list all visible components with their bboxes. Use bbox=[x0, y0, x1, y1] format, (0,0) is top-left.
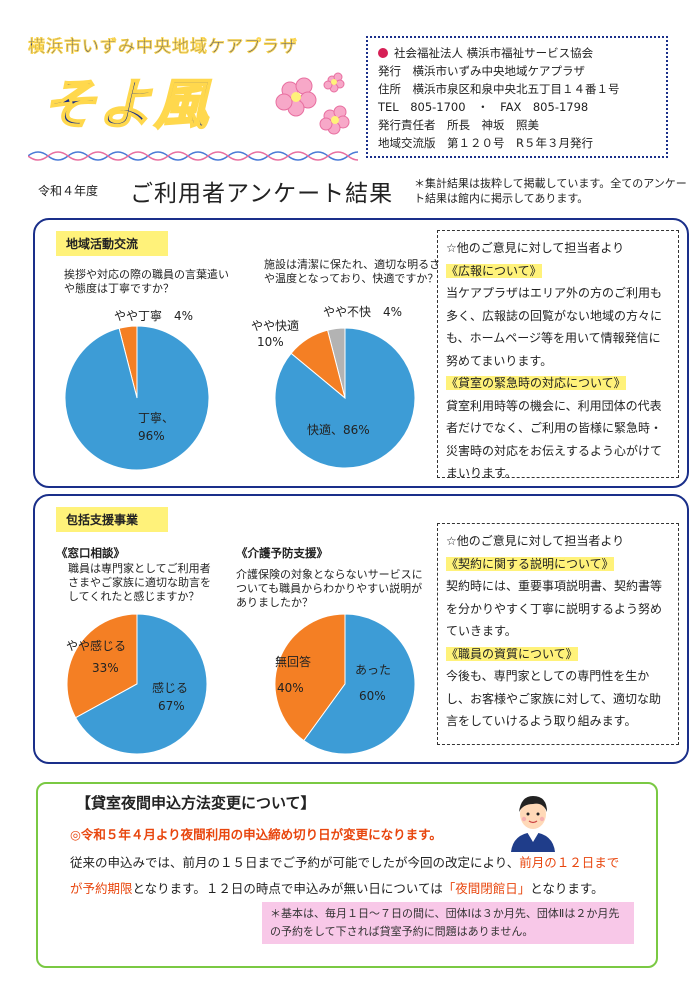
response-text: 貸室利用時等の機会に、利用団体の代表者だけでなく、ご利用の皆様に緊急時・災害時の… bbox=[446, 398, 663, 481]
survey-title: ご利用者アンケート結果 bbox=[130, 181, 394, 207]
org-name: 横浜市いずみ中央地域ケアプラザ bbox=[28, 37, 298, 57]
info-line: 発行責任者 所長 神坂 照美 bbox=[378, 118, 539, 132]
pie-label: 67% bbox=[158, 699, 185, 713]
notice-box bbox=[36, 782, 658, 968]
response-intro: ☆他のご意見に対して担当者より bbox=[446, 241, 625, 255]
info-line: 住所 横浜市泉区和泉中央北五丁目１４番１号 bbox=[378, 82, 620, 96]
pie-label: 快適、86% bbox=[307, 422, 370, 437]
staff-person-icon bbox=[511, 796, 555, 852]
pie-chart-advice: やや感じる 33% 感じる 67% bbox=[66, 613, 208, 755]
panel-comprehensive-support bbox=[33, 494, 689, 764]
pie-label: 無回答 bbox=[275, 654, 311, 669]
staff-response-box: ☆他のご意見に対して担当者より 《広報について》 当ケアプラザはエリア外の方のご… bbox=[437, 230, 679, 480]
pie-label: やや不快 4% bbox=[323, 305, 402, 319]
pie-label: 丁寧、 bbox=[138, 410, 174, 425]
notice-body: 従来の申込みでは、前月の１５日までご予約が可能でしたが今回の改定により、前月の１… bbox=[70, 855, 620, 896]
response-text: 今後も、専門家としての専門性を生かし、お客様やご家族に対して、適切な助言をしてい… bbox=[446, 669, 662, 728]
response-topic: 《広報について》 bbox=[446, 263, 542, 278]
pie-chart-politeness: やや丁寧 4% 丁寧、 96% bbox=[64, 308, 210, 471]
pie-chart-comfort: やや不快 4% やや快適 10% 快適、86% bbox=[251, 305, 416, 469]
pie-label: やや快適 bbox=[251, 318, 299, 333]
chart-question: 施設は清潔に保たれ、適切な明るさや温度となっており、快適ですか？ bbox=[264, 258, 441, 285]
notice-headline: ◎令和５年４月より夜間利用の申込締め切り日が変更になります。 bbox=[70, 827, 442, 842]
response-topic: 《契約に関する説明について》 bbox=[446, 556, 614, 571]
sub-heading: 《介護予防支援》 bbox=[236, 546, 328, 560]
panel-label: 地域活動交流 bbox=[56, 231, 168, 256]
sub-heading: 《窓口相談》 bbox=[56, 546, 125, 560]
info-line: TEL 805-1700 ・ FAX 805-1798 bbox=[378, 100, 589, 114]
response-text: 契約時には、重要事項説明書、契約書等を分かりやすく丁寧に説明するよう努めていきま… bbox=[446, 579, 663, 638]
staff-response-box: ☆他のご意見に対して担当者より 《契約に関する説明について》 契約時には、重要事… bbox=[437, 523, 679, 745]
response-intro: ☆他のご意見に対して担当者より bbox=[446, 534, 625, 548]
chart-question: 挨拶や対応の際の職員の言葉遣いや態度は丁寧ですか？ bbox=[64, 268, 229, 295]
pie-label: 33% bbox=[92, 661, 119, 675]
survey-year: 令和４年度 bbox=[38, 184, 99, 198]
pie-label: やや丁寧 4% bbox=[114, 308, 193, 323]
pie-chart-explanation: 無回答 40% あった 60% bbox=[274, 613, 416, 755]
newsletter-title: そよ風 bbox=[41, 71, 210, 137]
chart-question: 介護保険の対象とならないサービスについても職員からわかりやすい説明がありましたか… bbox=[236, 568, 423, 609]
info-line: 発行 横浜市いずみ中央地域ケアプラザ bbox=[378, 64, 585, 78]
notice-title: 【貸室夜間申込方法変更について】 bbox=[76, 794, 316, 812]
pie-label: 60% bbox=[359, 689, 386, 703]
pie-label: 40% bbox=[277, 681, 304, 695]
pie-label: あった bbox=[355, 663, 391, 677]
response-topic: 《貸室の緊急時の対応について》 bbox=[446, 376, 626, 390]
response-topic: 《職員の資質について》 bbox=[446, 646, 578, 661]
info-line: 地域交流版 第１２０号 R５年３月発行 bbox=[378, 136, 593, 150]
pie-label: 10% bbox=[257, 335, 284, 349]
pie-slice-無回答 bbox=[274, 613, 346, 742]
response-text: 当ケアプラザはエリア外の方のご利用も多く、広報誌の回覧がない地域の方々にも、ホー… bbox=[446, 286, 663, 368]
pie-label: 感じる bbox=[152, 680, 188, 695]
pie-slice-丁寧 bbox=[64, 325, 210, 471]
publisher-info: 社会福祉法人 横浜市福祉サービス協会 発行 横浜市いずみ中央地域ケアプラザ 住所… bbox=[366, 36, 668, 158]
pie-slice-快適 bbox=[274, 327, 416, 469]
chart-question: 職員は専門家としてご利用者さまやご家族に適切な助言をしてくれたと感じますか？ bbox=[68, 562, 211, 603]
pie-label: やや感じる bbox=[66, 638, 126, 653]
flower-decoration-icon bbox=[275, 72, 350, 135]
panel-label: 包括支援事業 bbox=[56, 507, 168, 532]
pie-slice-あった bbox=[303, 613, 416, 755]
pie-slice-やや感じる bbox=[66, 613, 138, 719]
survey-note: ＊集計結果は抜粋して掲載しています。全てのアンケート結果は館内に掲示してあります… bbox=[414, 177, 687, 205]
decorative-border bbox=[28, 151, 358, 161]
info-line: 社会福祉法人 横浜市福祉サービス協会 bbox=[378, 44, 656, 62]
logo-icon bbox=[378, 48, 388, 58]
pie-slice-感じる bbox=[74, 613, 208, 755]
pie-label: 96% bbox=[138, 429, 165, 443]
panel-community-exchange bbox=[33, 218, 689, 488]
notice-footnote: ＊基本は、毎月１日～７日の間に、団体Ⅰは３か月先、団体Ⅱは２か月先の予約をして下… bbox=[262, 902, 634, 944]
